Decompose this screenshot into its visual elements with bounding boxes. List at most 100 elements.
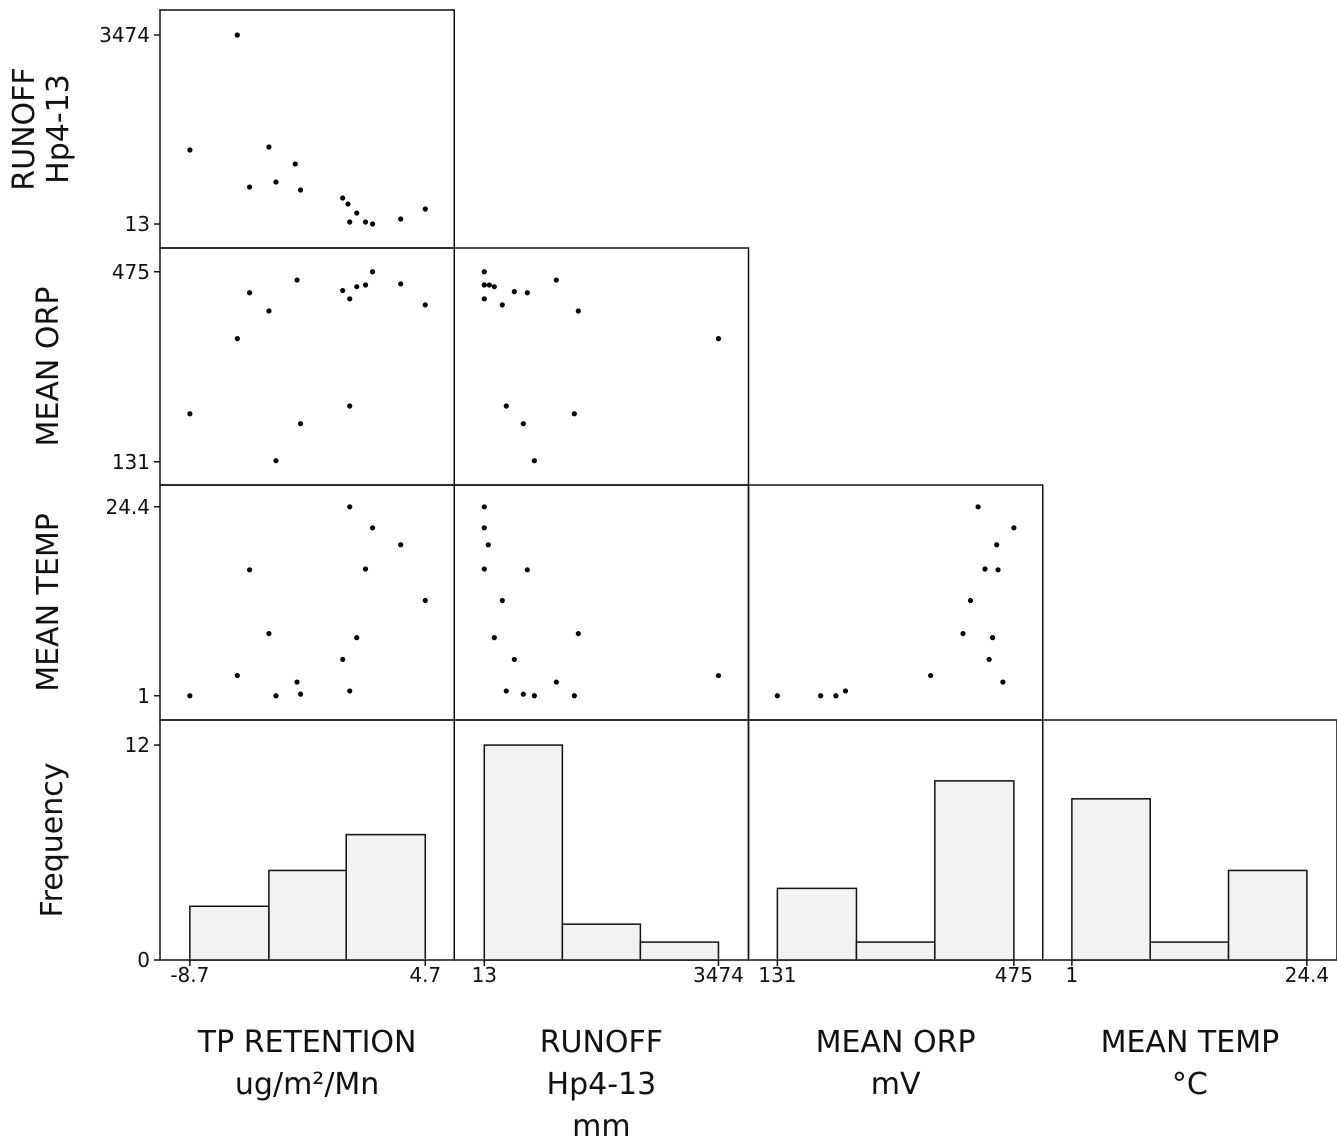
histogram-bar bbox=[483, 744, 564, 961]
x-tick-label: 13 bbox=[472, 963, 497, 987]
scatter-point bbox=[294, 277, 300, 283]
panel-frame bbox=[159, 247, 455, 486]
x-axis-label: RUNOFF bbox=[540, 1025, 663, 1060]
scatter-point bbox=[842, 688, 849, 694]
histogram-bar bbox=[1227, 869, 1308, 961]
scatter-point bbox=[982, 566, 988, 572]
scatter-point bbox=[833, 693, 839, 699]
x-axis-label: TP RETENTION bbox=[197, 1025, 417, 1060]
scatter-point bbox=[266, 630, 272, 637]
scatter-point bbox=[398, 216, 404, 222]
scatter-point bbox=[362, 566, 369, 572]
scatter-point bbox=[481, 525, 487, 531]
scatter-point bbox=[986, 656, 992, 663]
scatter-point bbox=[297, 691, 304, 697]
histogram-bar bbox=[855, 941, 936, 961]
scatter-point bbox=[234, 336, 240, 342]
scatter-point bbox=[499, 597, 505, 604]
panel-frame bbox=[159, 9, 455, 249]
y-tick-label: 0 bbox=[137, 948, 150, 972]
y-tick-label: 475 bbox=[112, 260, 150, 284]
scatter-point bbox=[818, 693, 824, 699]
scatter-point bbox=[345, 201, 351, 207]
histogram-bar bbox=[345, 833, 427, 961]
scatter-point bbox=[369, 269, 376, 275]
scatter-point bbox=[347, 219, 353, 225]
x-tick-label: -8.7 bbox=[170, 963, 209, 987]
scatter-point bbox=[292, 161, 298, 167]
y-axis-label: Frequency bbox=[35, 763, 70, 918]
scatter-point bbox=[347, 403, 353, 409]
x-axis-label: MEAN TEMP bbox=[1101, 1025, 1280, 1060]
scatter-point bbox=[354, 635, 360, 641]
scatter-point bbox=[234, 32, 240, 38]
scatter-point bbox=[511, 289, 517, 295]
y-axis-label: RUNOFF bbox=[7, 67, 42, 190]
scatter-point bbox=[354, 284, 360, 290]
histogram-bar bbox=[934, 780, 1015, 961]
y-tick-label: 13 bbox=[125, 212, 150, 236]
x-axis-label: °C bbox=[1172, 1067, 1208, 1102]
scatter-point bbox=[369, 221, 376, 227]
histogram-bar bbox=[561, 923, 642, 961]
x-tick-label: 24.4 bbox=[1285, 963, 1330, 987]
scatter-point bbox=[266, 308, 272, 314]
scatter-point bbox=[531, 458, 537, 464]
scatter-point bbox=[995, 567, 1001, 573]
scatter-point bbox=[524, 290, 530, 296]
scatter-point bbox=[422, 302, 428, 308]
scatter-point bbox=[422, 206, 428, 212]
x-axis-label: Hp4-13 bbox=[547, 1067, 657, 1102]
scatter-point bbox=[481, 296, 487, 302]
y-tick-label: 12 bbox=[125, 733, 150, 757]
scatter-point bbox=[369, 525, 376, 531]
scatter-point bbox=[575, 308, 581, 314]
scatter-point bbox=[503, 403, 509, 409]
scatter-point bbox=[234, 672, 240, 679]
histogram-bar bbox=[268, 869, 347, 961]
histogram-bar bbox=[776, 887, 858, 961]
scatter-point bbox=[491, 284, 497, 290]
scatter-point bbox=[362, 219, 369, 225]
scatter-point bbox=[975, 504, 981, 510]
x-tick-label: 3474 bbox=[693, 963, 744, 987]
scatter-point bbox=[340, 656, 346, 663]
scatter-point bbox=[273, 458, 279, 464]
y-axis-label: MEAN ORP bbox=[31, 287, 66, 447]
scatter-point bbox=[960, 630, 966, 637]
y-tick-label: 3474 bbox=[99, 23, 150, 47]
scatter-point bbox=[524, 567, 530, 573]
scatter-point bbox=[571, 411, 577, 417]
scatter-point bbox=[187, 147, 193, 153]
scatter-point bbox=[553, 679, 559, 685]
scatter-point bbox=[354, 210, 360, 216]
scatter-point bbox=[511, 656, 517, 663]
panel-frame bbox=[159, 484, 455, 721]
y-axis-label: MEAN TEMP bbox=[31, 513, 66, 692]
scatter-point bbox=[297, 187, 304, 193]
scatter-point bbox=[499, 302, 505, 308]
scatter-point bbox=[273, 179, 279, 185]
scatter-point bbox=[994, 542, 1000, 548]
y-tick-label: 24.4 bbox=[105, 495, 150, 519]
scatter-point bbox=[1011, 525, 1017, 531]
scatter-point bbox=[571, 693, 577, 699]
scatter-point bbox=[398, 542, 404, 548]
histogram-bar bbox=[639, 941, 720, 961]
scatter-point bbox=[362, 282, 369, 288]
scatter-point bbox=[715, 672, 722, 679]
scatter-point bbox=[715, 336, 722, 342]
panel-frame bbox=[453, 247, 750, 486]
x-tick-label: 1 bbox=[1066, 963, 1079, 987]
x-axis-label: ug/m²/Mn bbox=[235, 1067, 379, 1102]
scatter-point bbox=[398, 281, 404, 287]
histogram-bar bbox=[189, 905, 270, 961]
scatter-point bbox=[347, 296, 353, 302]
panel-frame bbox=[453, 484, 750, 721]
x-tick-label: 131 bbox=[758, 963, 796, 987]
scatter-point bbox=[928, 672, 934, 679]
scatter-point bbox=[520, 691, 526, 697]
scatter-point bbox=[246, 184, 253, 190]
scatter-point bbox=[989, 635, 996, 641]
